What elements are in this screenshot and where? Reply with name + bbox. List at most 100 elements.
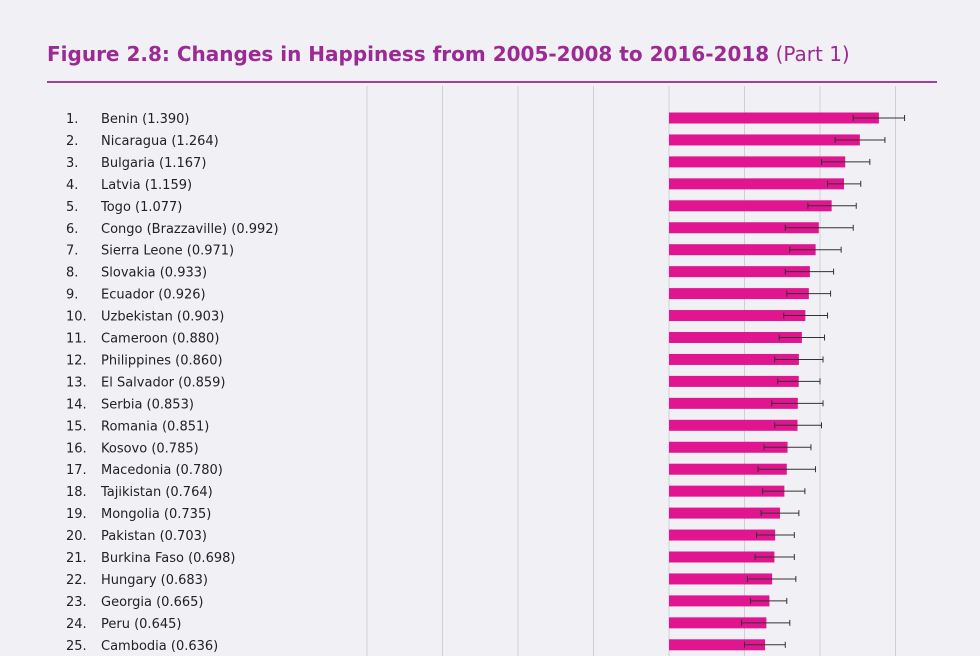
row-label: Uzbekistan (0.903) xyxy=(101,310,224,325)
row-label: Sierra Leone (0.971) xyxy=(101,244,234,259)
row-label: Romania (0.851) xyxy=(101,419,209,434)
bar xyxy=(669,244,816,256)
row-label: Hungary (0.683) xyxy=(101,573,208,588)
row-labels: 1. Benin (1.390) 2. Nicaragua (1.264) 3. Bulg… xyxy=(66,112,279,654)
bar xyxy=(669,617,767,629)
bar xyxy=(669,463,787,475)
row-rank: 2. xyxy=(66,134,78,149)
bar xyxy=(669,485,785,497)
row-label: Togo (1.077) xyxy=(100,200,182,215)
error-bars xyxy=(740,115,906,648)
error-bar xyxy=(789,246,842,253)
row-label: Kosovo (0.785) xyxy=(101,441,199,456)
error-bar xyxy=(774,422,823,429)
row-rank: 18. xyxy=(66,485,87,500)
row-label: Burkina Faso (0.698) xyxy=(101,551,235,566)
error-bar xyxy=(750,597,788,604)
row-rank: 16. xyxy=(66,441,87,456)
row-label: Cambodia (0.636) xyxy=(101,639,218,654)
error-bar xyxy=(774,356,824,363)
row-rank: 15. xyxy=(66,419,87,434)
row-label: Bulgaria (1.167) xyxy=(101,156,206,171)
row-label: Slovakia (0.933) xyxy=(101,266,207,281)
bar xyxy=(669,156,846,168)
row-label: Ecuador (0.926) xyxy=(101,288,206,303)
row-label: Macedonia (0.780) xyxy=(101,463,223,478)
bar xyxy=(669,529,776,541)
error-bar xyxy=(827,180,862,187)
error-bar xyxy=(760,510,800,517)
bar xyxy=(669,595,770,607)
error-bar xyxy=(778,334,826,341)
error-bar xyxy=(771,400,824,407)
row-rank: 20. xyxy=(66,529,87,544)
error-bar xyxy=(786,290,832,297)
bar xyxy=(669,222,819,234)
error-bar xyxy=(783,312,829,319)
bar xyxy=(669,353,799,365)
row-label: Cameroon (0.880) xyxy=(101,332,219,347)
error-bar xyxy=(740,619,791,626)
row-rank: 21. xyxy=(66,551,87,566)
bar xyxy=(669,200,832,212)
row-label: Pakistan (0.703) xyxy=(101,529,207,544)
chart-title-part: (Part 1) xyxy=(775,42,850,66)
row-label: Congo (Brazzaville) (0.992) xyxy=(101,222,279,237)
error-bar xyxy=(834,136,886,143)
bar xyxy=(669,375,799,387)
bar xyxy=(669,419,798,431)
row-rank: 13. xyxy=(66,375,87,390)
row-label: Mongolia (0.735) xyxy=(101,507,211,522)
error-bar xyxy=(852,115,906,121)
bar xyxy=(669,266,810,278)
row-rank: 25. xyxy=(66,639,87,654)
error-bar xyxy=(744,641,786,648)
gridlines xyxy=(366,86,896,656)
error-bar xyxy=(784,268,835,275)
row-rank: 1. xyxy=(66,112,78,127)
row-label: El Salvador (0.859) xyxy=(101,375,226,390)
bar xyxy=(669,288,809,300)
row-label: Latvia (1.159) xyxy=(101,178,192,193)
row-label: Serbia (0.853) xyxy=(101,397,194,412)
row-rank: 8. xyxy=(66,266,78,281)
row-rank: 6. xyxy=(66,222,78,237)
chart-title: Figure 2.8: Changes in Happiness from 20… xyxy=(47,42,850,66)
bar xyxy=(669,551,775,563)
row-rank: 5. xyxy=(66,200,78,215)
row-label: Benin (1.390) xyxy=(101,112,190,127)
error-bar xyxy=(756,532,795,539)
bar xyxy=(669,573,773,585)
row-rank: 24. xyxy=(66,617,87,632)
chart-title-main: Figure 2.8: Changes in Happiness from 20… xyxy=(47,42,770,66)
bar xyxy=(669,507,780,519)
error-bar xyxy=(754,554,795,560)
bar xyxy=(669,134,860,146)
bar xyxy=(669,332,802,343)
row-rank: 11. xyxy=(66,332,87,347)
error-bar xyxy=(757,466,816,473)
error-bar xyxy=(777,378,821,385)
row-rank: 4. xyxy=(66,178,78,193)
title-divider xyxy=(47,81,937,83)
row-rank: 10. xyxy=(66,310,87,325)
bar xyxy=(669,639,766,651)
error-bar xyxy=(821,158,871,165)
error-bar xyxy=(784,224,854,231)
bars xyxy=(669,112,879,651)
row-label: Georgia (0.665) xyxy=(101,595,203,610)
error-bar xyxy=(807,202,857,209)
row-rank: 7. xyxy=(66,244,78,259)
row-rank: 3. xyxy=(66,156,78,171)
row-label: Peru (0.645) xyxy=(101,617,181,632)
error-bar xyxy=(762,488,806,495)
bar xyxy=(669,112,879,124)
row-label: Nicaragua (1.264) xyxy=(101,134,219,149)
error-bar xyxy=(747,575,797,582)
bar xyxy=(669,441,788,453)
row-rank: 23. xyxy=(66,595,87,610)
error-bar xyxy=(763,444,812,451)
row-label: Philippines (0.860) xyxy=(101,353,223,368)
row-rank: 14. xyxy=(66,397,87,412)
